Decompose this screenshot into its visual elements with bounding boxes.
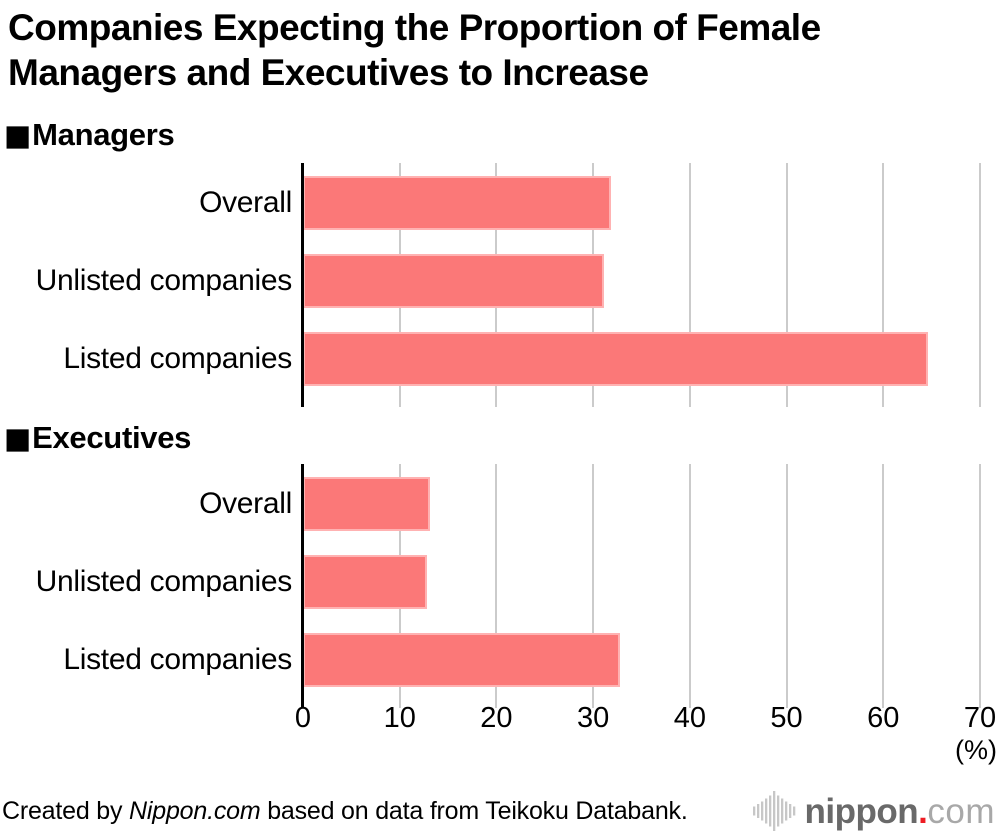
chart-title-line-1: Companies Expecting the Proportion of Fe… <box>8 7 821 48</box>
x-tick-label: 0 <box>294 702 312 734</box>
gridline <box>882 163 885 407</box>
soundwave-bars-icon <box>752 791 795 831</box>
logo-red-dot: . <box>918 791 928 831</box>
gridline <box>785 163 788 407</box>
credit-line: Created by Nippon.com based on data from… <box>2 797 688 826</box>
executives-row-unlisted: Unlisted companies <box>36 555 980 609</box>
footer: Created by Nippon.com based on data from… <box>2 787 995 835</box>
x-tick-label: 70 <box>963 702 997 734</box>
section-heading-managers-label: Managers <box>32 117 175 152</box>
executives-bar-chart: Overall Unlisted companies Listed compan… <box>36 464 981 708</box>
gridline <box>979 464 981 708</box>
gridline <box>688 464 691 708</box>
managers-unlisted-bar <box>303 254 604 308</box>
executives-listed-bar <box>303 633 621 687</box>
category-label-overall: Overall <box>199 487 292 520</box>
black-square-icon: ■ <box>4 118 32 152</box>
x-tick-label: 30 <box>577 702 610 734</box>
black-square-icon: ■ <box>4 421 32 455</box>
executives-row-overall: Overall <box>199 477 980 531</box>
executives-row-listed: Listed companies <box>63 633 980 687</box>
managers-row-listed: Listed companies <box>63 332 980 386</box>
category-label-listed: Listed companies <box>63 342 292 375</box>
category-label-unlisted: Unlisted companies <box>35 565 293 598</box>
logo-wordmark: nippon.com <box>805 794 995 829</box>
section-heading-executives-label: Executives <box>32 420 192 455</box>
gridline <box>882 464 885 708</box>
executives-y-axis-line <box>301 464 304 708</box>
category-label-listed: Listed companies <box>63 643 292 676</box>
section-heading-executives: ■ Executives <box>4 420 191 456</box>
executives-overall-bar <box>303 477 430 531</box>
x-tick-label: 50 <box>770 702 803 734</box>
managers-row-unlisted: Unlisted companies <box>36 254 980 308</box>
category-label-unlisted: Unlisted companies <box>35 264 293 297</box>
managers-bar-chart: Overall Unlisted companies Listed compan… <box>36 163 981 407</box>
x-tick-label: 20 <box>480 702 513 734</box>
chart-title-line-2: Managers and Executives to Increase <box>8 52 649 93</box>
nippon-com-logo: nippon.com <box>752 789 995 833</box>
gridline <box>979 163 981 407</box>
managers-y-axis-line <box>301 163 304 407</box>
gridline <box>785 464 788 708</box>
x-tick-label: 60 <box>867 702 900 734</box>
credit-suffix: based on data from Teikoku Databank. <box>260 796 688 825</box>
x-axis-unit-label: (%) <box>955 735 997 765</box>
gridline <box>592 464 595 708</box>
logo-com-text: com <box>927 791 995 831</box>
x-tick-label: 40 <box>673 702 706 734</box>
gridline <box>495 464 498 708</box>
logo-nippon-text: nippon <box>804 791 919 831</box>
x-axis-tick-labels: (%) 0 10 20 30 40 50 60 70 <box>295 702 997 765</box>
executives-unlisted-bar <box>303 555 427 609</box>
chart-title: Companies Expecting the Proportion of Fe… <box>8 5 968 95</box>
category-label-overall: Overall <box>199 186 292 219</box>
managers-overall-bar <box>303 176 611 230</box>
section-heading-managers: ■ Managers <box>4 117 175 153</box>
gridline <box>688 163 691 407</box>
managers-row-overall: Overall <box>199 176 980 230</box>
x-tick-label: 10 <box>383 702 416 734</box>
credit-prefix: Created by <box>2 796 130 825</box>
managers-listed-bar <box>303 332 928 386</box>
credit-source: Nippon.com <box>129 796 261 825</box>
